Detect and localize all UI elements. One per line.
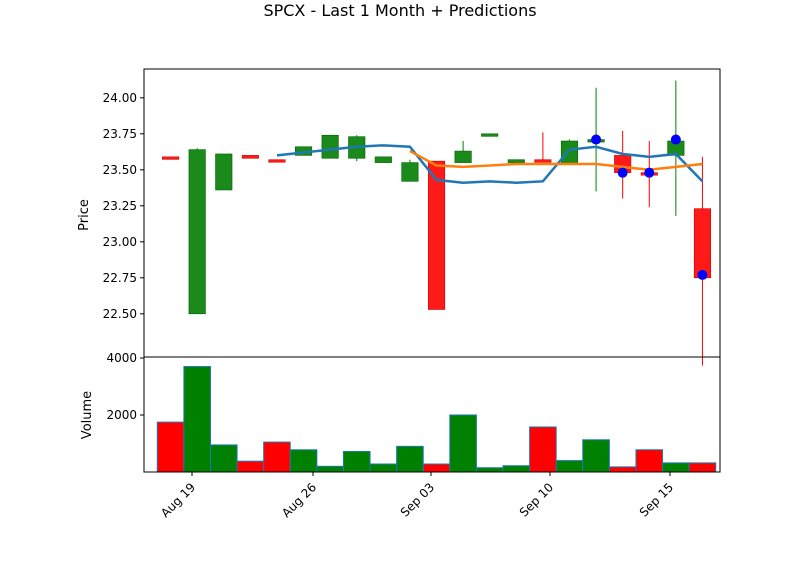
volume-bar (475, 467, 504, 473)
x-tick-label: Sep 10 (517, 480, 556, 519)
price-tick-label: 23.50 (103, 163, 137, 177)
volume-tick-label: 4000 (106, 351, 137, 365)
volume-tick-label: 2000 (106, 408, 137, 422)
prediction-point (644, 167, 655, 178)
volume-bar (156, 421, 185, 473)
price-y-ticks: 22.50 22.75 23.00 23.25 23.50 23.75 24.00 (103, 91, 144, 321)
candle-body (481, 133, 499, 137)
x-axis-ticks: Aug 19 Aug 26 Sep 03 Sep 10 Sep 15 (158, 472, 676, 520)
prediction-point (591, 134, 602, 145)
volume-bar (236, 460, 265, 473)
candle-body (162, 156, 180, 160)
volume-plot-frame (143, 356, 721, 473)
candle-body (268, 159, 286, 163)
price-axis-label: Price (77, 199, 92, 231)
volume-axis-label: Volume (80, 391, 95, 439)
ma-fast-line (276, 144, 704, 185)
price-candles (162, 80, 711, 366)
chart-title: SPCX - Last 1 Month + Predictions (263, 1, 536, 20)
price-tick-label: 24.00 (103, 91, 137, 105)
volume-bar (582, 439, 610, 473)
candle-body (560, 140, 579, 165)
x-tick-label: Sep 15 (637, 480, 676, 519)
x-tick-label: Aug 26 (279, 480, 319, 520)
volume-bar (422, 463, 451, 473)
candle-body (427, 160, 446, 310)
price-tick-label: 22.75 (103, 271, 137, 285)
candle-body (693, 208, 711, 279)
volume-y-ticks: 2000 4000 (106, 351, 144, 422)
candle-body (188, 149, 206, 315)
volume-bar (635, 449, 664, 473)
candle-body (507, 159, 525, 163)
candle-body (321, 134, 339, 159)
price-panel: 22.50 22.75 23.00 23.25 23.50 23.75 24.00 Pric… (77, 68, 721, 366)
volume-bars (156, 366, 717, 473)
price-tick-label: 23.25 (103, 199, 137, 213)
volume-bar (263, 441, 291, 473)
x-tick-label: Sep 03 (398, 480, 437, 519)
volume-bar (396, 445, 424, 473)
volume-bar (209, 444, 238, 473)
volume-bar (289, 449, 318, 473)
volume-bar (183, 366, 211, 473)
volume-bar (342, 450, 371, 473)
volume-bar (688, 462, 717, 473)
volume-bar (608, 466, 637, 473)
volume-bar (502, 465, 531, 473)
prediction-point (617, 167, 628, 178)
price-tick-label: 23.75 (103, 127, 137, 141)
volume-bar (369, 463, 398, 473)
prediction-points (591, 134, 708, 280)
candle-body (454, 150, 472, 163)
prediction-point (670, 134, 681, 145)
volume-bar (662, 462, 690, 473)
volume-bar (449, 414, 477, 473)
candle-body (401, 162, 419, 182)
volume-bar (555, 460, 584, 473)
x-tick-label: Aug 19 (158, 480, 198, 520)
volume-bar (316, 465, 344, 473)
price-tick-label: 22.50 (103, 307, 137, 321)
candle-body (374, 156, 392, 163)
prediction-point (697, 269, 708, 280)
volume-bar (529, 426, 557, 473)
volume-panel: 2000 4000 Volume (80, 351, 721, 473)
candle-body (534, 159, 552, 163)
candle-body (215, 153, 233, 191)
ma-slow-line (409, 149, 703, 172)
candle-body (241, 155, 259, 159)
price-tick-label: 23.00 (103, 235, 137, 249)
